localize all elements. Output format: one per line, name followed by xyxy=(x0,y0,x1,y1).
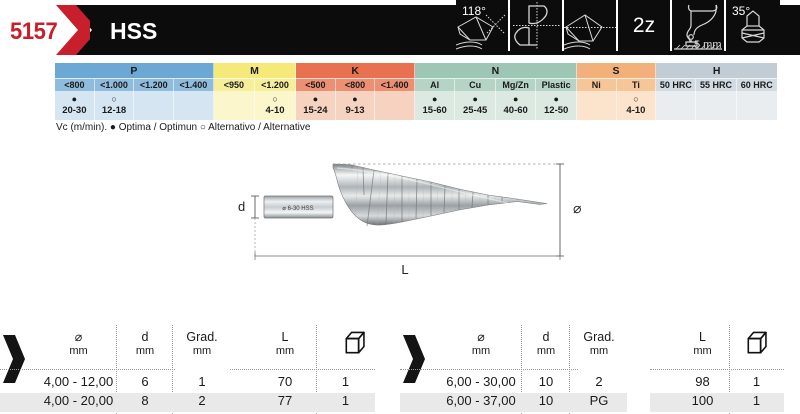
svg-text:⌀ 6-30 HSS: ⌀ 6-30 HSS xyxy=(282,206,313,212)
svg-text:d: d xyxy=(238,199,245,214)
svg-text:5 mm: 5 mm xyxy=(694,39,722,51)
svg-text:L: L xyxy=(401,262,408,277)
svg-text:⌀: ⌀ xyxy=(573,200,581,216)
